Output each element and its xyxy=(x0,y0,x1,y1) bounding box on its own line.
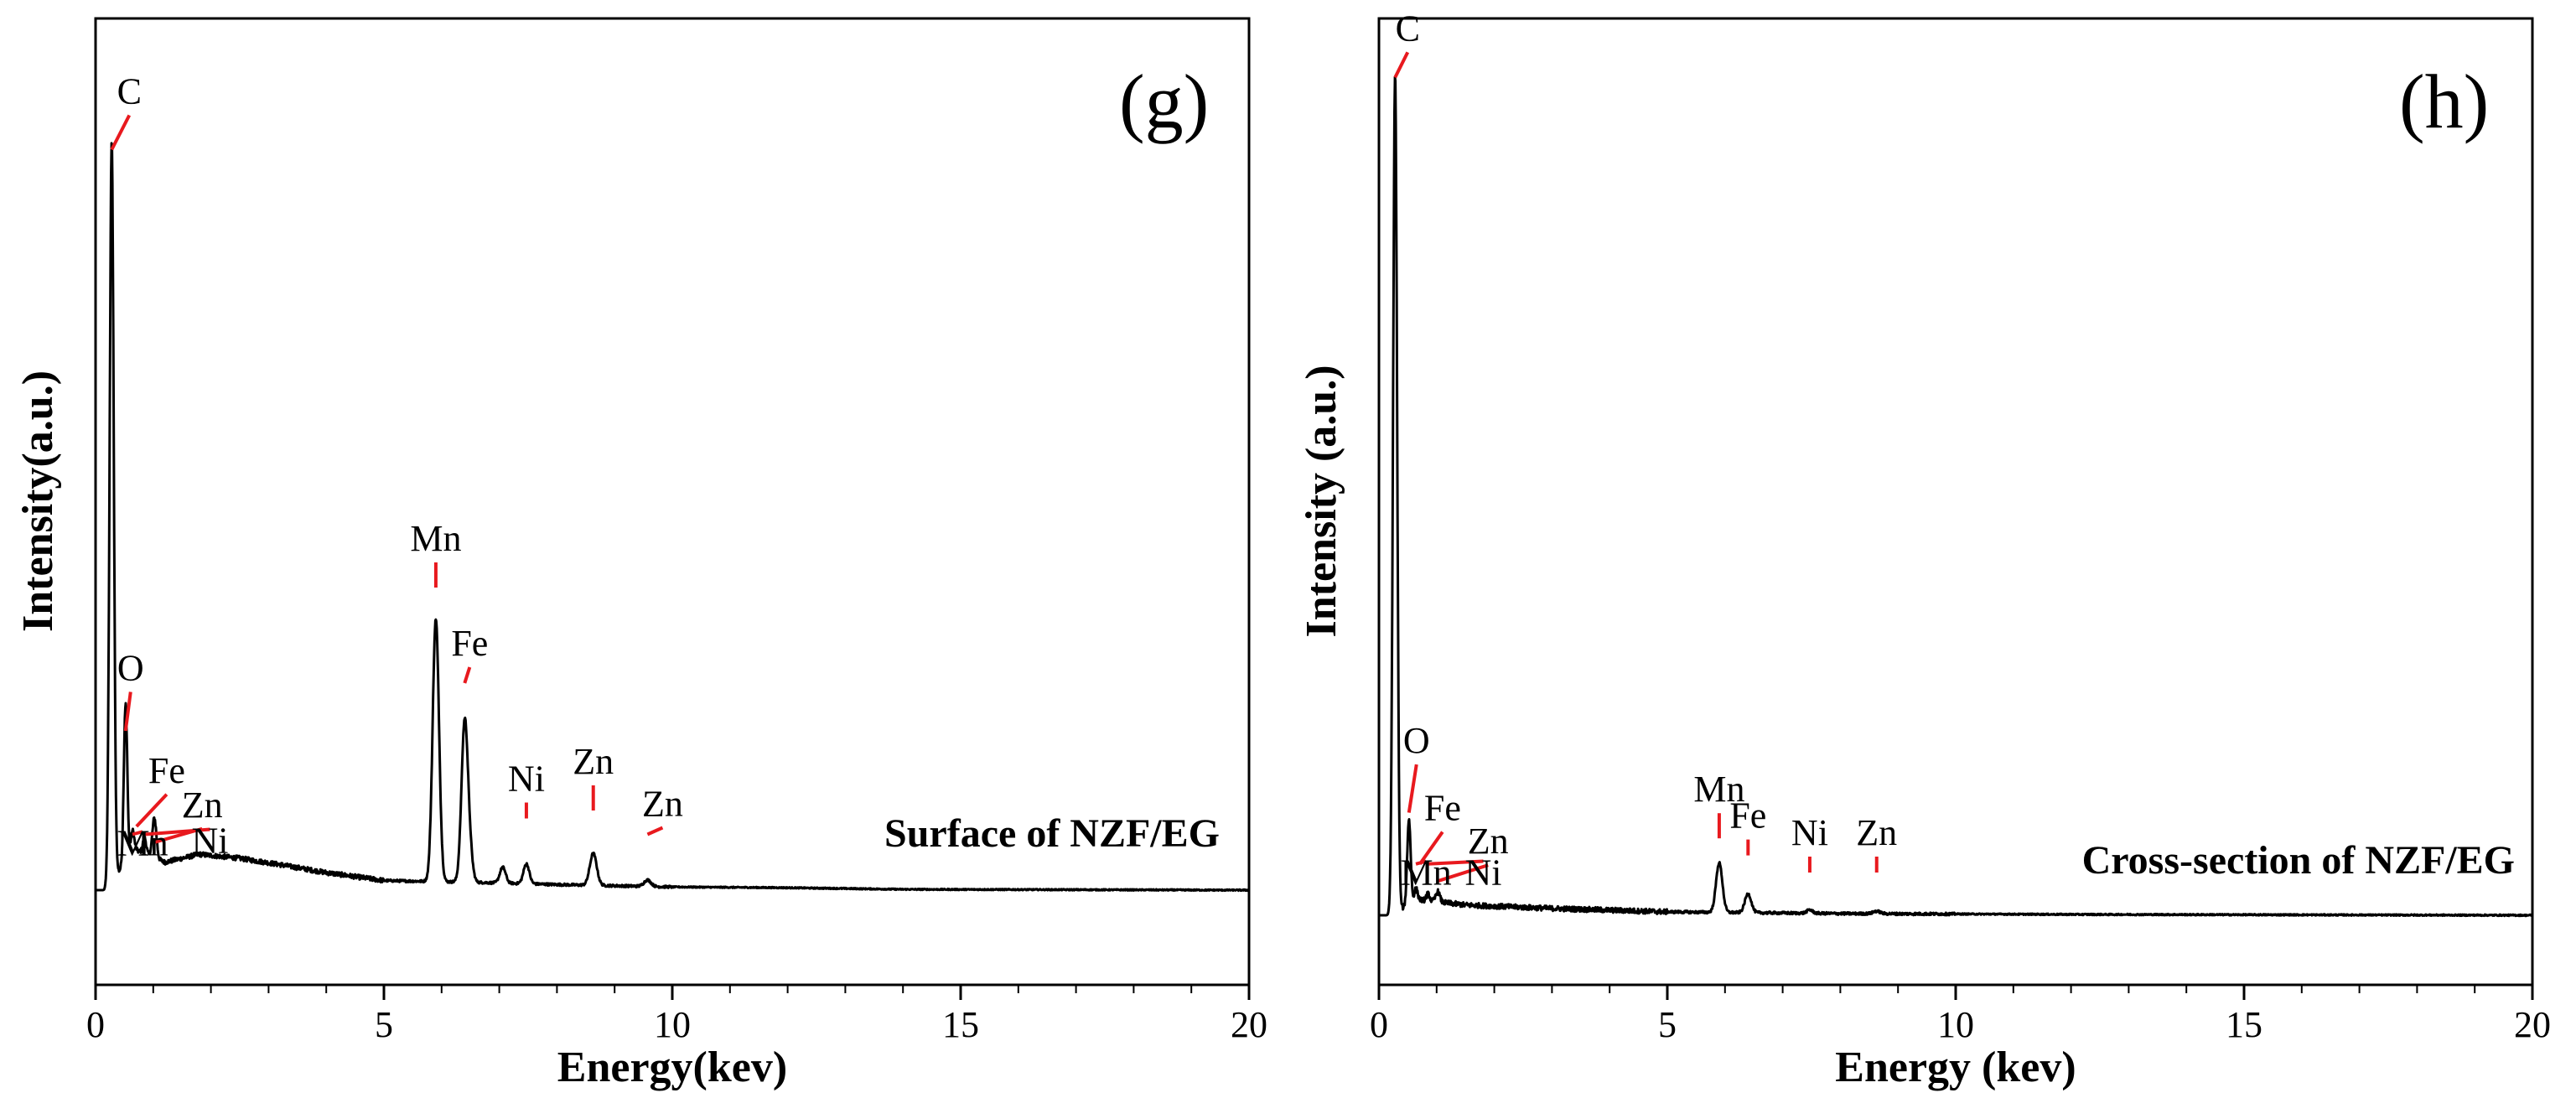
x-tick-label: 20 xyxy=(2514,1004,2551,1045)
peak-label-zn: Zn xyxy=(573,741,614,782)
peak-markers xyxy=(110,114,664,844)
y-axis-label: Intensity(a.u.) xyxy=(14,370,62,632)
peak-markers xyxy=(1393,51,1879,883)
x-tick-label: 10 xyxy=(654,1004,691,1045)
peak-label-mn: Mn xyxy=(1400,852,1451,893)
x-axis: 0 5 10 15 20 xyxy=(1370,985,2551,1045)
spectrum-series xyxy=(95,142,1251,893)
peak-marker xyxy=(1407,764,1418,813)
peak-label-o: O xyxy=(1403,720,1430,761)
panel-label: (g) xyxy=(1119,59,1209,144)
spectrum-line xyxy=(95,142,1251,893)
peak-label-zn: Zn xyxy=(182,785,223,826)
peak-label-zn: Zn xyxy=(642,784,683,825)
peak-label-fe: Fe xyxy=(148,750,185,791)
x-axis-label: Energy(kev) xyxy=(557,1044,787,1091)
peak-label-mn: Mn xyxy=(117,822,168,863)
peak-marker xyxy=(110,114,132,151)
peak-marker xyxy=(123,691,132,732)
peak-label-fe: Fe xyxy=(451,623,488,664)
peak-label-zn: Zn xyxy=(1468,821,1509,862)
peak-marker xyxy=(1418,831,1444,865)
peak-label-ni: Ni xyxy=(191,821,228,862)
peak-marker xyxy=(144,827,210,836)
panel-label: (h) xyxy=(2399,59,2489,144)
peak-marker xyxy=(135,793,168,828)
x-tick-label: 0 xyxy=(86,1004,105,1045)
peak-label-fe: Fe xyxy=(1424,788,1461,829)
peak-marker xyxy=(1393,51,1410,79)
peak-label-c: C xyxy=(1396,8,1420,49)
peak-label-ni: Ni xyxy=(1464,852,1501,893)
peak-marker xyxy=(1428,859,1484,866)
x-axis: 0 5 10 15 20 xyxy=(86,985,1267,1045)
peak-label-ni: Ni xyxy=(1791,812,1828,853)
x-tick-label: 0 xyxy=(1370,1004,1388,1045)
peak-label-o: O xyxy=(117,648,144,689)
x-tick-label: 5 xyxy=(1658,1004,1677,1045)
peak-label-mn: Mn xyxy=(410,518,461,559)
peak-label-zn: Zn xyxy=(1856,812,1897,853)
x-tick-label: 5 xyxy=(375,1004,393,1045)
legend-text: Cross-section of NZF/EG xyxy=(2082,838,2515,883)
peak-label-ni: Ni xyxy=(508,759,545,800)
peak-marker xyxy=(646,826,664,836)
peak-marker xyxy=(1415,859,1427,866)
y-axis-label: Intensity (a.u.) xyxy=(1298,365,1345,637)
peak-marker xyxy=(463,666,472,684)
peak-label-mn: Mn xyxy=(1693,769,1744,810)
x-tick-label: 15 xyxy=(2226,1004,2262,1045)
spectrum-line xyxy=(1378,75,2533,918)
x-tick-label: 20 xyxy=(1231,1004,1267,1045)
peak-marker xyxy=(132,830,143,836)
legend-text: Surface of NZF/EG xyxy=(884,811,1220,856)
spectrum-series xyxy=(1378,75,2533,918)
x-tick-label: 10 xyxy=(1937,1004,1974,1045)
x-tick-label: 15 xyxy=(942,1004,979,1045)
peak-label-c: C xyxy=(117,71,142,112)
peak-label-fe: Fe xyxy=(1729,795,1766,836)
x-axis-label: Energy (kev) xyxy=(1835,1044,2076,1091)
peak-marker xyxy=(1437,863,1489,883)
